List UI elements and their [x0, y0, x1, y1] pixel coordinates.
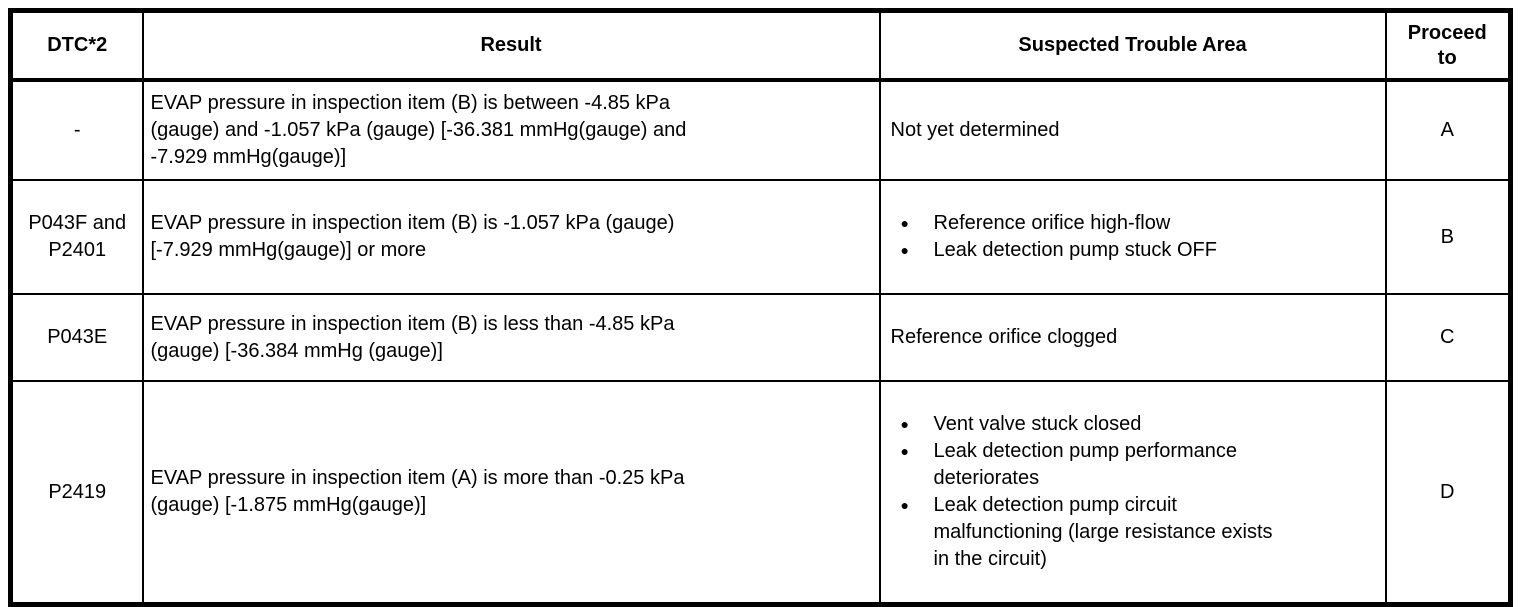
cell-suspected-trouble-area: Reference orifice clogged	[878, 293, 1387, 382]
table-row: P043F and P2401 EVAP pressure in inspect…	[9, 179, 1512, 295]
list-item: ● Vent valve stuck closed	[885, 411, 1381, 438]
table-row: P2419 EVAP pressure in inspection item (…	[9, 380, 1512, 606]
table-row: P043E EVAP pressure in inspection item (…	[9, 293, 1512, 382]
list-item: ● Reference orifice high-flow	[885, 210, 1381, 237]
cell-result: EVAP pressure in inspection item (A) is …	[141, 380, 881, 606]
cell-dtc: P043F and P2401	[9, 179, 144, 295]
cell-proceed-to: D	[1384, 380, 1512, 606]
header-suspected-trouble-area: Suspected Trouble Area	[878, 9, 1387, 82]
cell-proceed-to: B	[1384, 179, 1512, 295]
cell-suspected-trouble-area: Not yet determined	[878, 79, 1387, 181]
trouble-bullet-list: ● Vent valve stuck closed ● Leak detecti…	[885, 411, 1381, 573]
list-item: ● Leak detection pump performance deteri…	[885, 438, 1381, 492]
header-dtc: DTC*2	[9, 9, 144, 82]
trouble-text: Vent valve stuck closed	[933, 413, 1142, 435]
cell-proceed-to: A	[1384, 79, 1512, 181]
header-proceed-to: Proceed to	[1384, 9, 1512, 82]
trouble-bullet-list: ● Reference orifice high-flow ● Leak det…	[885, 210, 1381, 264]
trouble-text: Leak detection pump performance deterior…	[933, 440, 1238, 489]
cell-result: EVAP pressure in inspection item (B) is …	[141, 79, 881, 181]
bullet-icon: ●	[900, 215, 909, 231]
trouble-text: Reference orifice clogged	[890, 326, 1118, 348]
table-row: - EVAP pressure in inspection item (B) i…	[9, 79, 1512, 181]
trouble-text: Reference orifice high-flow	[933, 212, 1171, 234]
cell-dtc: -	[9, 79, 144, 181]
cell-dtc: P2419	[9, 380, 144, 606]
bullet-icon: ●	[900, 416, 909, 432]
cell-dtc: P043E	[9, 293, 144, 382]
cell-suspected-trouble-area: ● Reference orifice high-flow ● Leak det…	[878, 179, 1387, 295]
dtc-troubleshooting-table: DTC*2 Result Suspected Trouble Area Proc…	[8, 8, 1513, 607]
cell-result: EVAP pressure in inspection item (B) is …	[141, 293, 881, 382]
trouble-text: Not yet determined	[890, 119, 1060, 141]
cell-proceed-to: C	[1384, 293, 1512, 382]
bullet-icon: ●	[900, 443, 909, 459]
cell-suspected-trouble-area: ● Vent valve stuck closed ● Leak detecti…	[878, 380, 1387, 606]
list-item: ● Leak detection pump circuit malfunctio…	[885, 492, 1381, 573]
bullet-icon: ●	[900, 497, 909, 513]
bullet-icon: ●	[900, 242, 909, 258]
trouble-text: Leak detection pump stuck OFF	[933, 239, 1217, 261]
list-item: ● Leak detection pump stuck OFF	[885, 237, 1381, 264]
trouble-text: Leak detection pump circuit malfunctioni…	[933, 494, 1273, 570]
header-result: Result	[141, 9, 881, 82]
cell-result: EVAP pressure in inspection item (B) is …	[141, 179, 881, 295]
table-header-row: DTC*2 Result Suspected Trouble Area Proc…	[9, 9, 1512, 82]
